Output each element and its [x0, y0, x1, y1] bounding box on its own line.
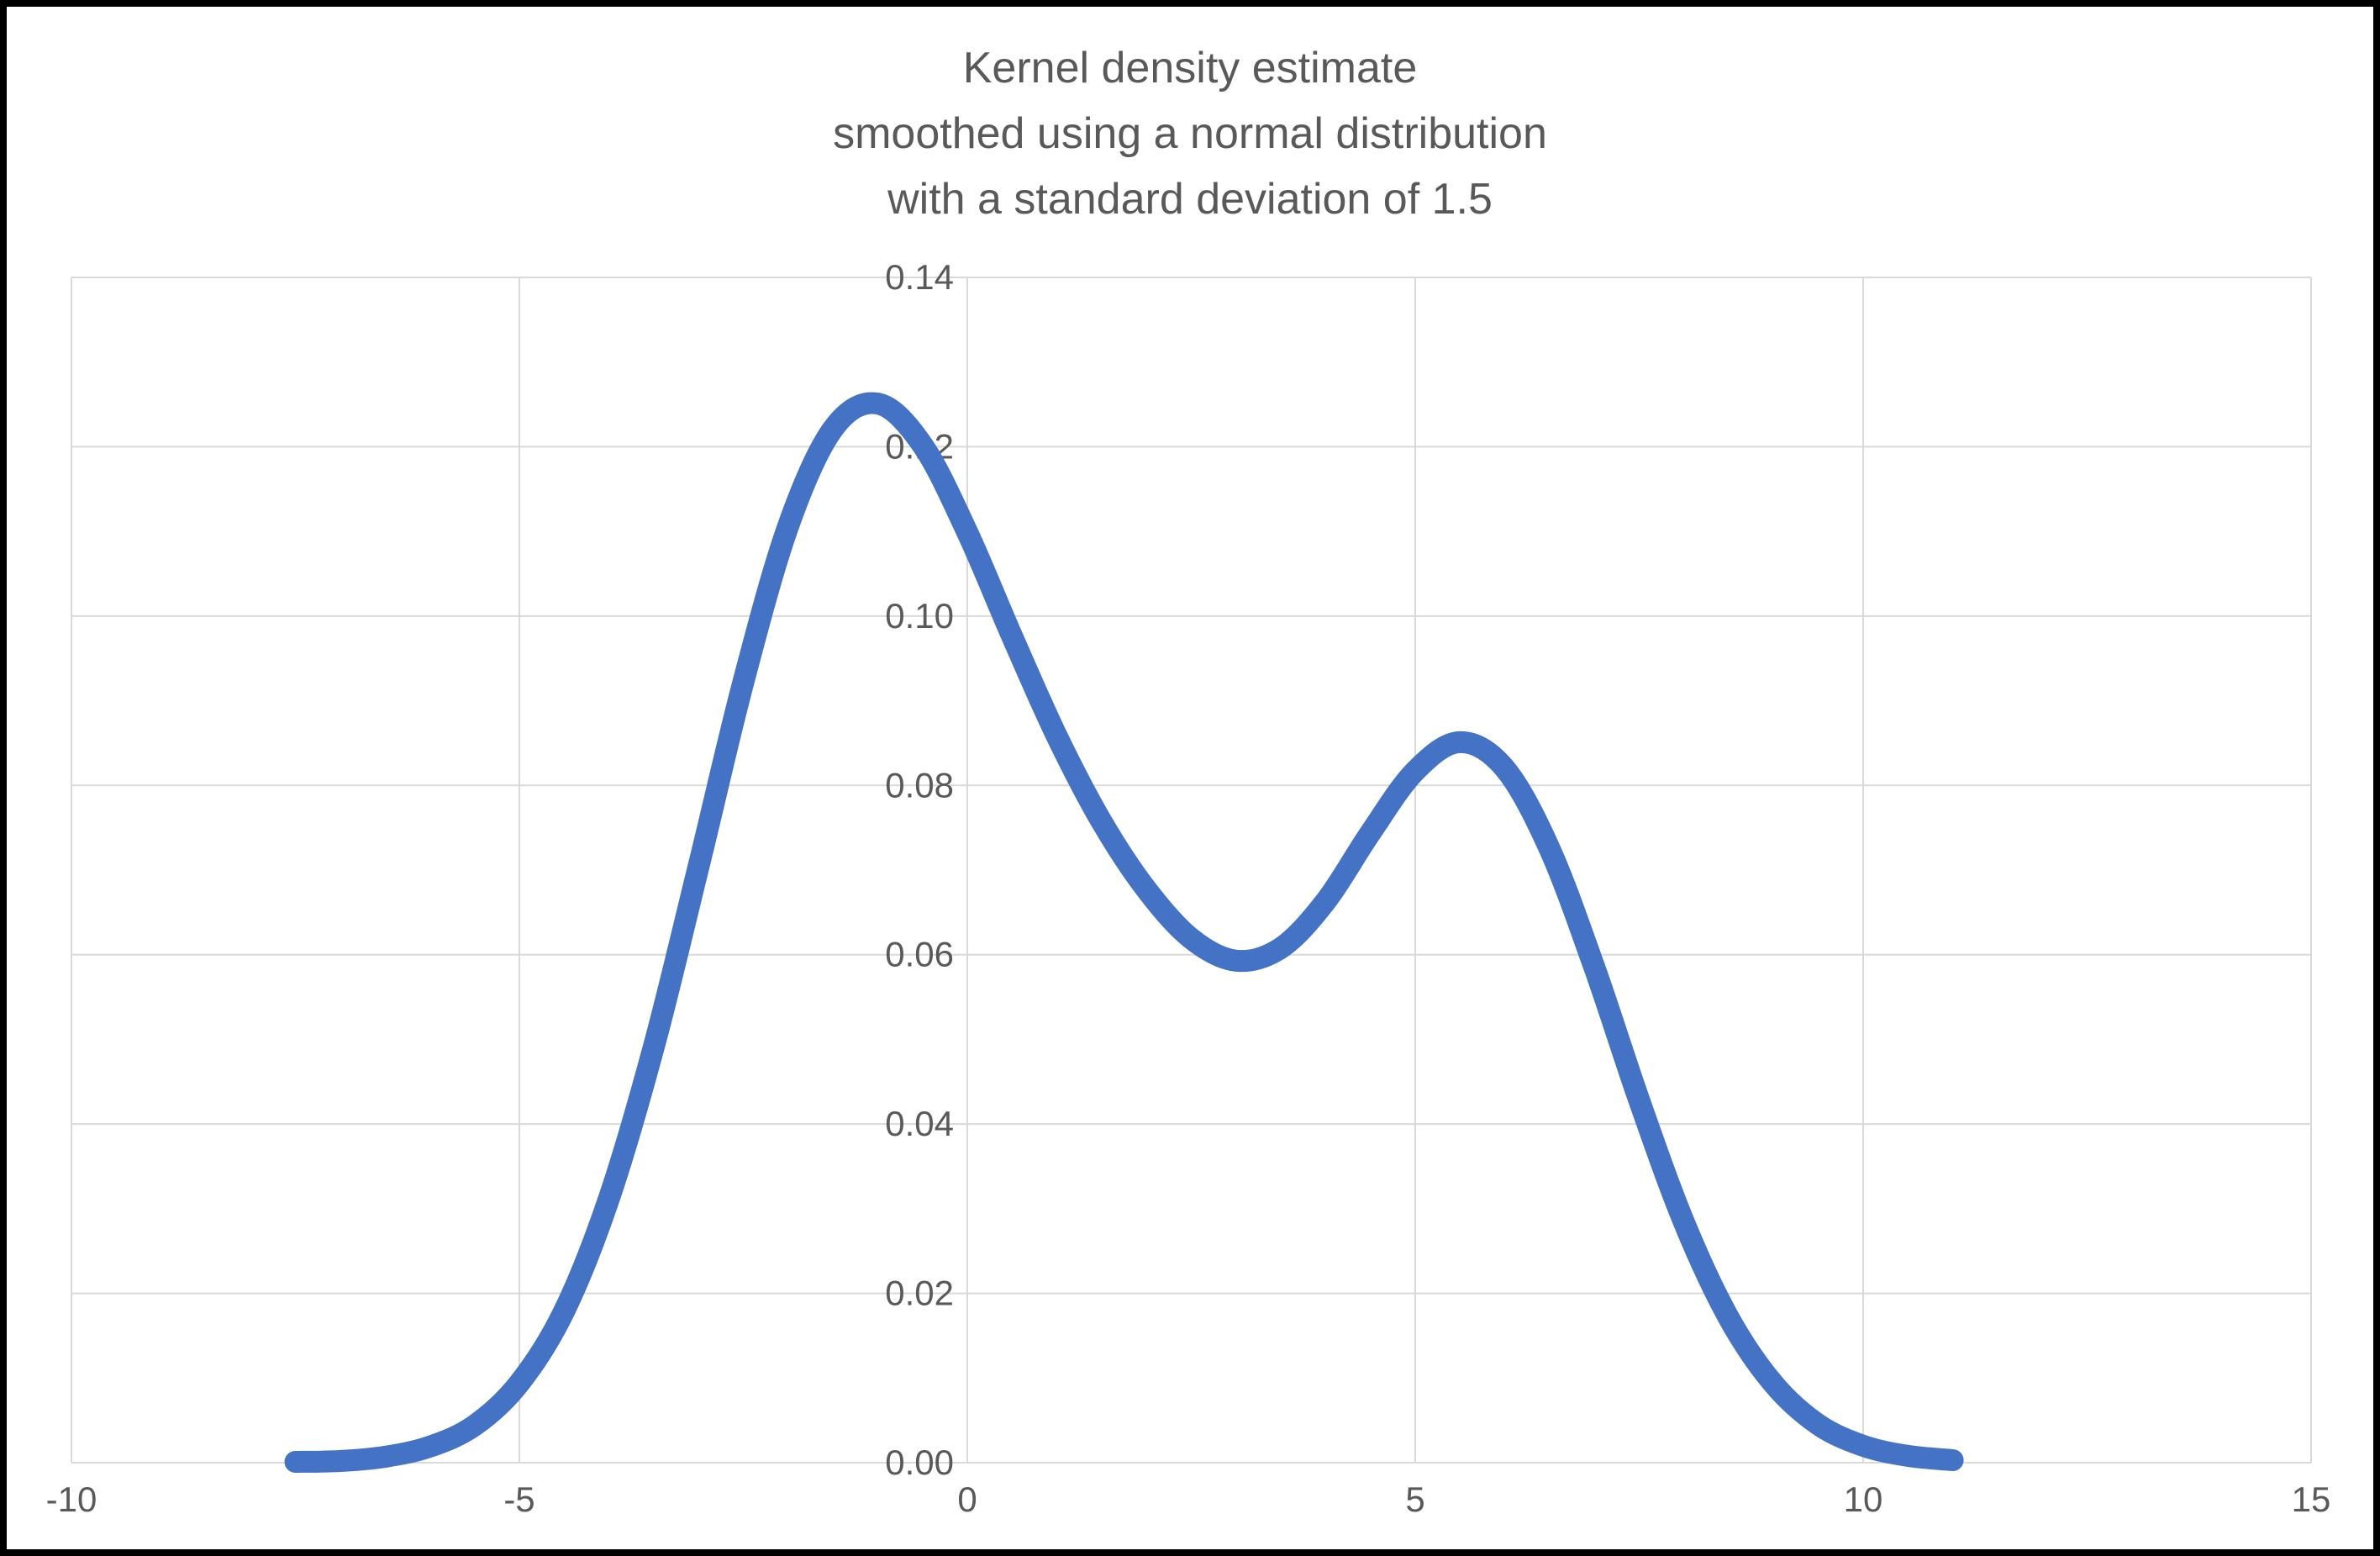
x-axis-tick-label: 5 — [1405, 1480, 1424, 1519]
kde-curve — [284, 392, 1964, 1473]
x-axis-tick-label: -10 — [46, 1480, 97, 1519]
x-axis-tick-label: 0 — [957, 1480, 977, 1519]
x-axis-tick-label: -5 — [503, 1480, 534, 1519]
y-axis-tick-label: 0.04 — [885, 1104, 954, 1143]
chart-title: Kernel density estimate smoothed using a… — [7, 35, 2373, 232]
y-axis-tick-label: 0.14 — [885, 257, 954, 297]
y-axis-tick-label: 0.08 — [885, 765, 954, 804]
x-axis-tick-label: 10 — [1844, 1480, 1883, 1519]
chart-title-line-3: with a standard deviation of 1.5 — [887, 175, 1493, 224]
y-axis-tick-label: 0.00 — [885, 1443, 954, 1482]
chart-title-line-1: Kernel density estimate — [962, 44, 1418, 92]
y-axis-tick-label: 0.10 — [885, 596, 954, 636]
y-axis-tick-label: 0.06 — [885, 935, 954, 974]
kde-plot-area: -10 -5 0 5 10 150.000.020.040.060.080.100.120… — [46, 257, 2331, 1519]
y-axis-tick-label: 0.02 — [885, 1274, 954, 1313]
x-axis-tick-label: 15 — [2292, 1480, 2331, 1519]
chart-title-line-2: smoothed using a normal distribution — [833, 109, 1547, 158]
